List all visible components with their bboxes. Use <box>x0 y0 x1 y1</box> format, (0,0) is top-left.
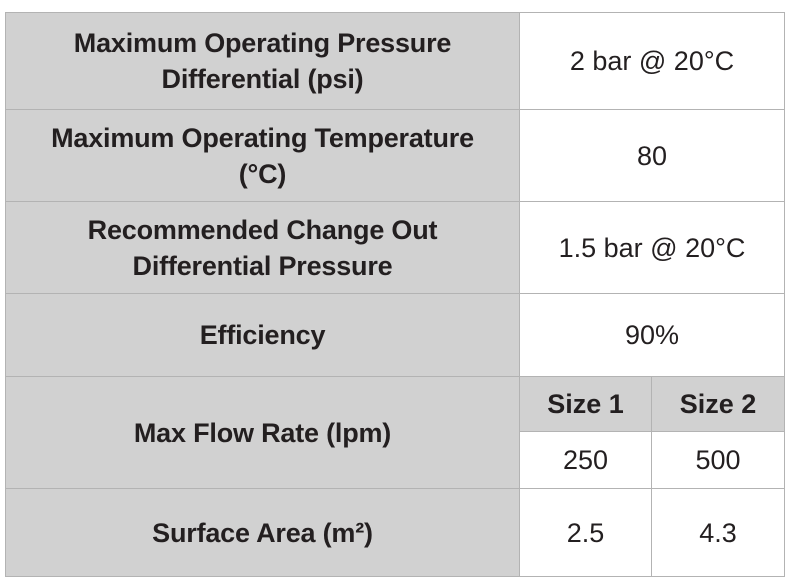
table-row: 250 500 <box>6 431 785 489</box>
value-efficiency: 90% <box>519 293 785 377</box>
label-line: Differential (psi) <box>161 64 364 94</box>
row-label-surface-area: Surface Area (m²) <box>5 488 520 577</box>
table-row: Efficiency 90% <box>5 293 785 377</box>
value-max-operating-pressure: 2 bar @ 20°C <box>519 12 785 110</box>
flow-rate-size-2-value: 500 <box>651 431 785 489</box>
row-label-max-flow-rate: Max Flow Rate (lpm) <box>5 376 520 489</box>
label-line: Efficiency <box>199 320 326 350</box>
specification-table: Maximum Operating Pressure Differential … <box>5 12 785 577</box>
surface-area-size-1-value: 2.5 <box>519 488 652 577</box>
label-line: (°C) <box>238 158 287 189</box>
surface-area-size-2-value: 4.3 <box>651 488 785 577</box>
size-2-header: Size 2 <box>651 376 785 432</box>
value-change-out-pressure: 1.5 bar @ 20°C <box>519 201 785 294</box>
row-label-max-operating-pressure: Maximum Operating Pressure Differential … <box>5 12 520 110</box>
label-line: Differential Pressure <box>132 250 393 281</box>
size-1-header: Size 1 <box>519 376 652 432</box>
label-line: Maximum Operating Pressure <box>73 28 452 58</box>
flow-rate-size-1-value: 250 <box>519 431 652 489</box>
label-line: Maximum Operating Temperature <box>51 122 474 153</box>
table-row: Recommended Change Out Differential Pres… <box>5 201 785 294</box>
table-row: Max Flow Rate (lpm) Size 1 Size 2 <box>5 376 785 489</box>
label-line: Recommended Change Out <box>87 214 438 245</box>
row-label-efficiency: Efficiency <box>5 293 520 377</box>
row-label-max-operating-temperature: Maximum Operating Temperature (°C) <box>5 109 520 202</box>
row-label-change-out-pressure: Recommended Change Out Differential Pres… <box>5 201 520 294</box>
table-row: Surface Area (m²) 2.5 4.3 <box>5 488 785 577</box>
value-max-operating-temperature: 80 <box>519 109 785 202</box>
table-row: Maximum Operating Temperature (°C) 80 <box>5 109 785 202</box>
table-row: Maximum Operating Pressure Differential … <box>5 12 785 110</box>
